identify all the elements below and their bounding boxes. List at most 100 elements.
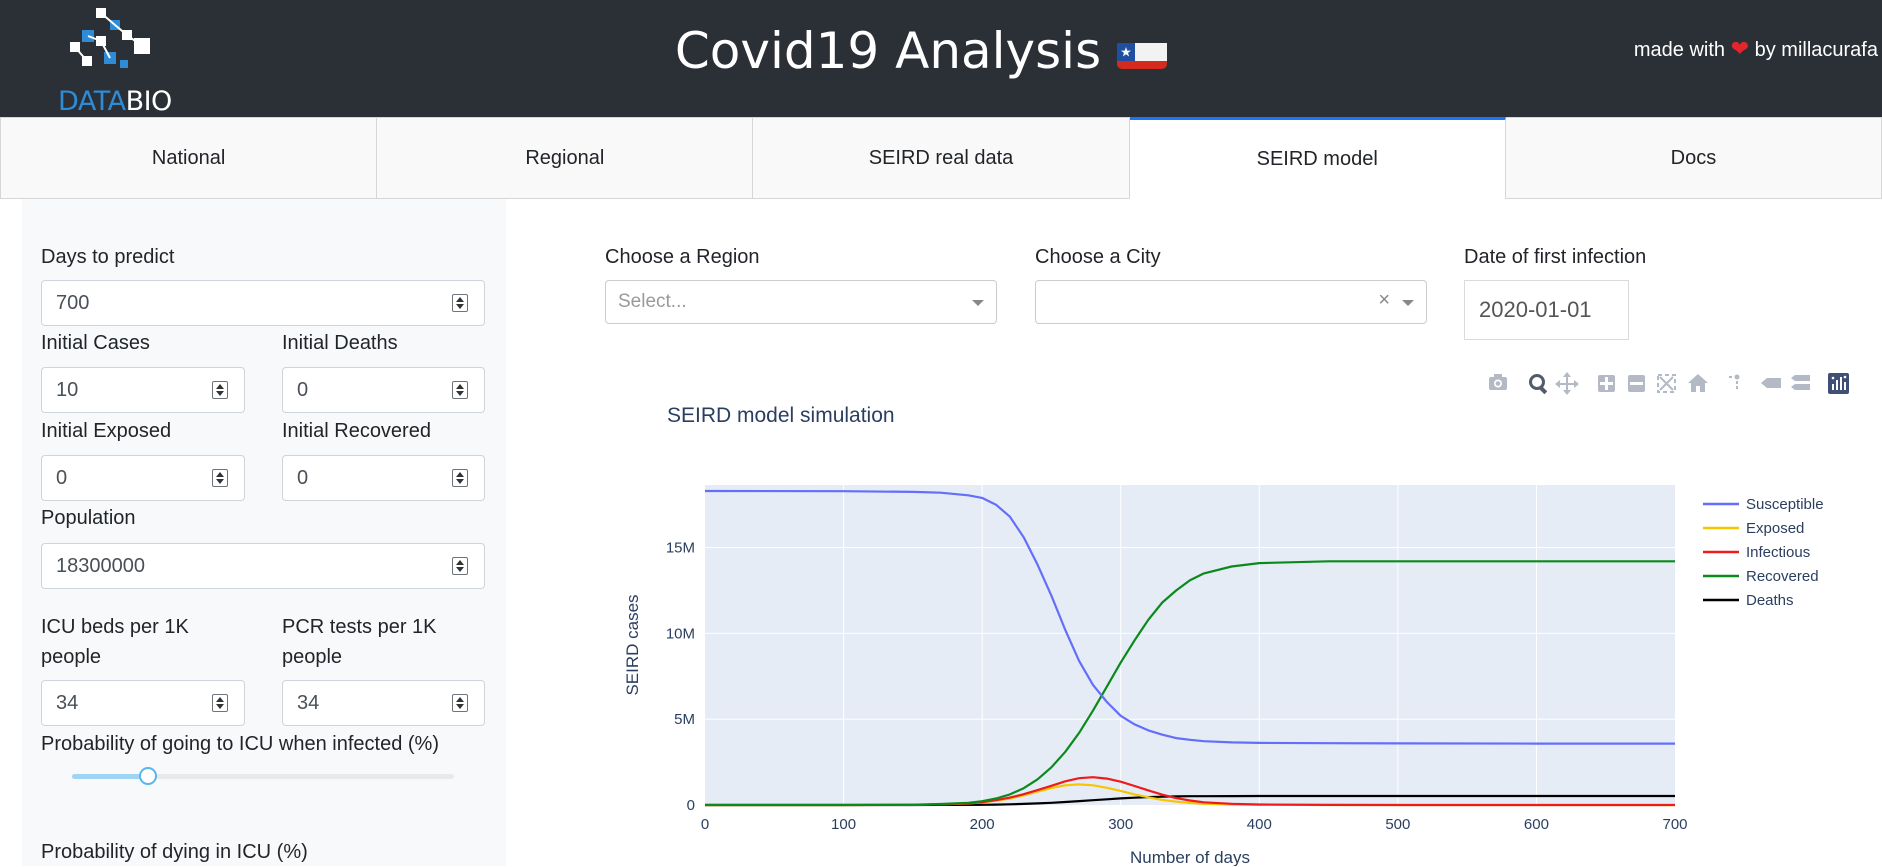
clear-icon[interactable]: ×: [1378, 289, 1390, 311]
pan-icon[interactable]: [1555, 372, 1579, 395]
spinner-icon[interactable]: [212, 381, 228, 399]
x-tick-label: 600: [1524, 816, 1549, 833]
days-input[interactable]: 700: [41, 280, 485, 326]
pcr-label-line1: PCR tests per 1K: [282, 616, 437, 638]
tab-national[interactable]: National: [0, 117, 378, 199]
slider-handle[interactable]: [139, 767, 158, 785]
tab-docs[interactable]: Docs: [1505, 117, 1882, 199]
dying-probability-label: Probability of dying in ICU (%): [41, 841, 308, 863]
region-label: Choose a Region: [605, 246, 760, 268]
icu-beds-input[interactable]: 34: [41, 680, 245, 726]
initial-recovered-input[interactable]: 0: [282, 455, 485, 501]
hover-closest-icon[interactable]: [1761, 378, 1781, 388]
chevron-down-icon[interactable]: [1402, 300, 1414, 306]
city-label: Choose a City: [1035, 246, 1161, 268]
tab-bar: National Regional SEIRD real data SEIRD …: [0, 117, 1882, 199]
initial-recovered-value: 0: [297, 466, 309, 489]
initial-cases-value: 10: [56, 378, 79, 401]
x-tick-label: 100: [831, 816, 856, 833]
series-line-recovered: [705, 560, 1675, 807]
y-tick-label: 5M: [674, 711, 695, 728]
legend-item-exposed[interactable]: Exposed: [1746, 520, 1804, 537]
x-tick-label: 700: [1662, 816, 1687, 833]
initial-exposed-value: 0: [56, 466, 68, 489]
camera-icon[interactable]: [1489, 374, 1507, 390]
series-line-deaths: [705, 794, 1675, 807]
initial-cases-label: Initial Cases: [41, 332, 150, 354]
zoom-in-icon[interactable]: [1598, 375, 1615, 392]
logo-suffix: BIO: [125, 86, 173, 117]
y-axis-label: SEIRD cases: [623, 594, 642, 695]
population-label: Population: [41, 507, 136, 529]
y-tick-label: 10M: [666, 625, 695, 642]
made-with-credit: made with ❤ by millacurafa: [1634, 36, 1878, 62]
heart-icon: ❤: [1730, 36, 1750, 61]
spike-lines-icon[interactable]: [1729, 374, 1740, 390]
slider-fill: [72, 774, 149, 779]
icu-probability-label: Probability of going to ICU when infecte…: [41, 733, 439, 755]
page-title: Covid19 Analysis: [674, 22, 1102, 80]
chevron-down-icon[interactable]: [972, 300, 984, 306]
x-tick-label: 0: [701, 816, 709, 833]
hover-compare-icon[interactable]: [1791, 375, 1810, 390]
icu-beds-label-line1: ICU beds per 1K: [41, 616, 189, 638]
x-tick-label: 200: [970, 816, 995, 833]
days-label: Days to predict: [41, 246, 175, 268]
pcr-label-line2: people: [282, 646, 343, 668]
date-picker-input[interactable]: 2020-01-01: [1464, 280, 1629, 340]
population-value: 18300000: [56, 554, 145, 577]
icu-beds-label-line2: people: [41, 646, 102, 668]
days-value: 700: [56, 291, 90, 314]
logo-molecule-icon: [70, 8, 150, 68]
initial-deaths-input[interactable]: 0: [282, 367, 485, 413]
x-tick-label: 300: [1108, 816, 1133, 833]
x-axis-label: Number of days: [1130, 848, 1250, 866]
legend-item-susceptible[interactable]: Susceptible: [1746, 496, 1824, 513]
population-input[interactable]: 18300000: [41, 543, 485, 589]
spinner-icon[interactable]: [452, 694, 468, 712]
spinner-icon[interactable]: [452, 469, 468, 487]
zoom-out-icon[interactable]: [1628, 375, 1645, 392]
pcr-tests-input[interactable]: 34: [282, 680, 485, 726]
initial-deaths-value: 0: [297, 378, 309, 401]
chart-title: SEIRD model simulation: [667, 404, 895, 427]
initial-recovered-label: Initial Recovered: [282, 420, 431, 442]
initial-cases-input[interactable]: 10: [41, 367, 245, 413]
city-select[interactable]: ×: [1035, 280, 1427, 324]
autoscale-icon[interactable]: [1657, 374, 1676, 393]
spinner-icon[interactable]: [452, 294, 468, 312]
series-line-susceptible: [704, 489, 1675, 745]
icu-beds-value: 34: [56, 691, 79, 714]
tab-seird-real-data[interactable]: SEIRD real data: [753, 117, 1130, 199]
date-value: 2020-01-01: [1479, 297, 1592, 322]
legend-item-deaths[interactable]: Deaths: [1746, 592, 1794, 609]
initial-deaths-label: Initial Deaths: [282, 332, 398, 354]
initial-exposed-label: Initial Exposed: [41, 420, 172, 442]
legend-item-infectious[interactable]: Infectious: [1746, 544, 1810, 561]
plot-area[interactable]: [705, 485, 1675, 805]
tab-seird-model[interactable]: SEIRD model: [1129, 117, 1506, 199]
y-tick-label: 0: [687, 797, 695, 814]
databio-logo[interactable]: DATABIO: [28, 8, 178, 117]
spinner-icon[interactable]: [212, 694, 228, 712]
author-credit[interactable]: by millacurafa: [1754, 39, 1878, 61]
logo-wordmark: DATABIO: [58, 86, 172, 117]
home-icon[interactable]: [1688, 374, 1708, 392]
tab-regional[interactable]: Regional: [377, 117, 754, 199]
legend-item-recovered[interactable]: Recovered: [1746, 568, 1819, 585]
icu-probability-slider[interactable]: [72, 767, 454, 785]
spinner-icon[interactable]: [452, 381, 468, 399]
date-label: Date of first infection: [1464, 246, 1647, 268]
spinner-icon[interactable]: [212, 469, 228, 487]
plotly-logo-icon[interactable]: [1828, 373, 1849, 394]
page-title-wrap: Covid19 Analysis: [0, 22, 1882, 80]
spinner-icon[interactable]: [452, 557, 468, 575]
zoom-icon[interactable]: [1529, 374, 1548, 395]
seird-chart[interactable]: SEIRD model simulation 0 100 200 300 400 500 6…: [600, 390, 1882, 866]
made-with-text: made with: [1633, 39, 1726, 61]
region-select[interactable]: Select...: [605, 280, 997, 324]
x-tick-label: 400: [1247, 816, 1272, 833]
plot-modebar: [1489, 372, 1849, 395]
region-placeholder: Select...: [618, 291, 687, 312]
initial-exposed-input[interactable]: 0: [41, 455, 245, 501]
